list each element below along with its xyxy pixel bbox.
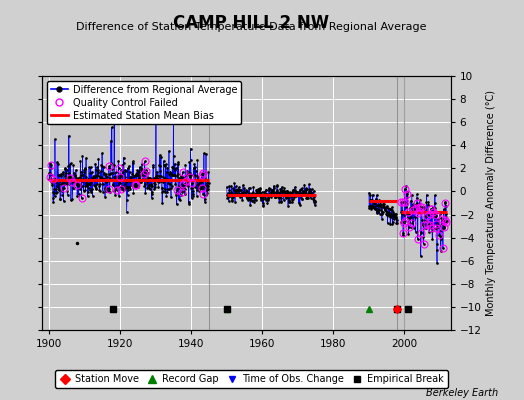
Y-axis label: Monthly Temperature Anomaly Difference (°C): Monthly Temperature Anomaly Difference (…	[486, 90, 496, 316]
Legend: Difference from Regional Average, Quality Control Failed, Estimated Station Mean: Difference from Regional Average, Qualit…	[47, 81, 242, 124]
Legend: Station Move, Record Gap, Time of Obs. Change, Empirical Break: Station Move, Record Gap, Time of Obs. C…	[55, 370, 448, 388]
Text: Difference of Station Temperature Data from Regional Average: Difference of Station Temperature Data f…	[77, 22, 427, 32]
Text: Berkeley Earth: Berkeley Earth	[425, 388, 498, 398]
Text: CAMP HILL 2 NW: CAMP HILL 2 NW	[173, 14, 330, 32]
